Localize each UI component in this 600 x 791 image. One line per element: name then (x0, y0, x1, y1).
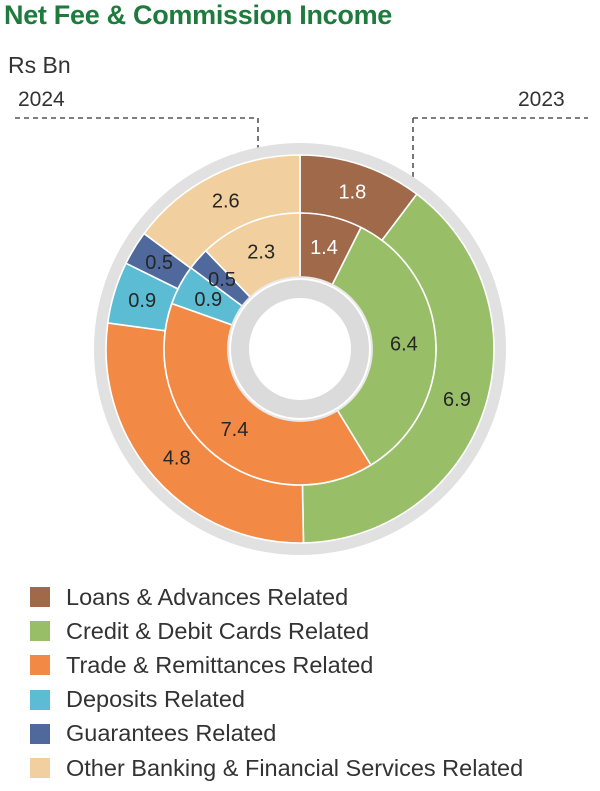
inner-divider (229, 278, 371, 420)
outer-slice-label: 6.9 (443, 389, 471, 411)
outer-slice-label: 0.9 (128, 290, 156, 312)
inner-slice-label: 7.4 (221, 419, 249, 441)
outer-slice-label: 0.5 (145, 252, 173, 274)
unit-label: Rs Bn (8, 52, 71, 78)
inner-slice-label: 2.3 (247, 242, 275, 264)
donut-chart: 1.86.94.80.90.52.61.46.47.40.90.52.3 (15, 117, 588, 555)
legend-item: Credit & Debit Cards Related (30, 614, 523, 648)
chart-title: Net Fee & Commission Income (4, 0, 392, 30)
legend-item: Other Banking & Financial Services Relat… (30, 751, 523, 785)
inner-shadow-ring (227, 276, 373, 422)
legend-swatch (30, 655, 50, 676)
year-label-2024: 2024 (18, 88, 65, 111)
donut-hole (249, 298, 351, 400)
legend-label: Credit & Debit Cards Related (66, 617, 370, 644)
legend-label: Other Banking & Financial Services Relat… (66, 754, 524, 781)
legend-label: Deposits Related (66, 686, 245, 713)
legend-label: Trade & Remittances Related (66, 651, 374, 678)
year-label-2023: 2023 (518, 88, 565, 111)
legend-item: Guarantees Related (30, 717, 523, 751)
legend-swatch (30, 723, 50, 744)
legend-item: Deposits Related (30, 683, 523, 717)
legend-label: Loans & Advances Related (66, 583, 349, 610)
legend-label: Guarantees Related (66, 720, 277, 747)
inner-slice-label: 6.4 (390, 334, 418, 356)
inner-slice-label: 0.5 (208, 269, 236, 291)
legend: Loans & Advances Related Credit & Debit C… (30, 580, 523, 785)
legend-swatch (30, 587, 50, 608)
legend-item: Loans & Advances Related (30, 580, 523, 614)
outer-slice-label: 2.6 (212, 191, 240, 213)
inner-slice-label: 1.4 (310, 237, 338, 259)
outer-slice-label: 4.8 (163, 448, 191, 470)
legend-item: Trade & Remittances Related (30, 648, 523, 682)
legend-swatch (30, 689, 50, 710)
legend-swatch (30, 621, 50, 642)
inner-slice-label: 0.9 (194, 289, 222, 311)
legend-swatch (30, 758, 50, 779)
outer-slice-label: 1.8 (338, 182, 366, 204)
